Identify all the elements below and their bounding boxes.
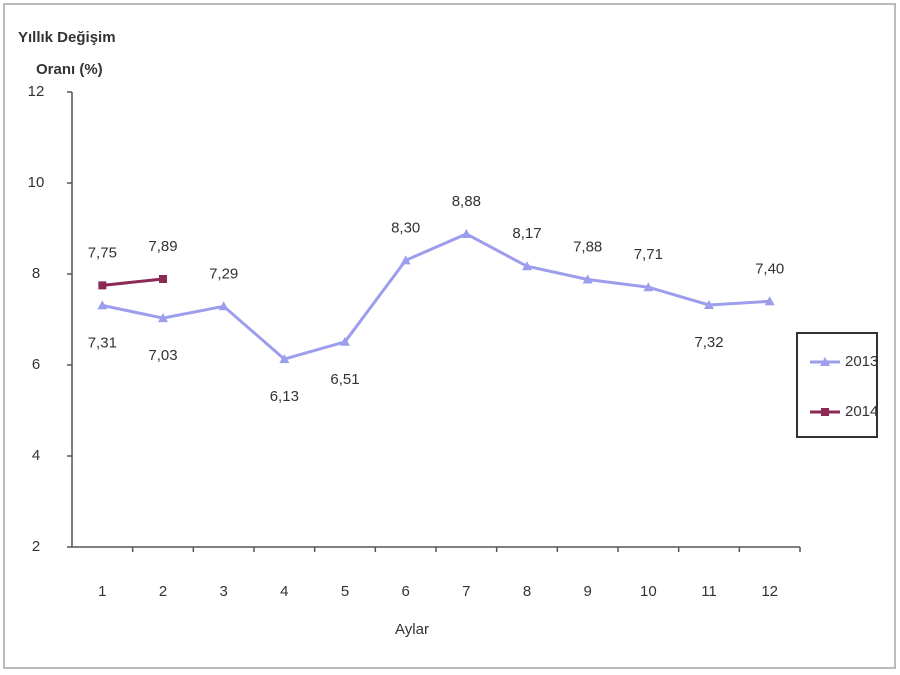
x-tick-label: 4 <box>280 583 288 600</box>
line <box>102 232 770 361</box>
point <box>279 354 290 364</box>
x-tick-label: 12 <box>761 583 778 600</box>
data-label: 7,03 <box>148 347 177 364</box>
x-tick-label: 8 <box>523 583 531 600</box>
y-tick-label: 4 <box>32 447 40 464</box>
y-tick-label: 10 <box>28 174 45 191</box>
data-label: 6,51 <box>330 371 359 388</box>
y-axis-label: Oranı (%) <box>36 61 103 78</box>
point <box>400 255 411 265</box>
legend-label: 2014 <box>845 403 878 420</box>
point <box>820 357 830 366</box>
point <box>340 336 350 346</box>
x-tick-label: 5 <box>341 583 349 600</box>
data-label: 8,30 <box>391 219 420 236</box>
data-label: 7,29 <box>209 265 238 282</box>
x-tick-label: 2 <box>159 583 167 600</box>
point <box>643 282 654 292</box>
point <box>218 301 229 311</box>
data-label: 8,17 <box>512 225 541 242</box>
data-label: 7,32 <box>694 334 723 351</box>
point <box>97 300 108 310</box>
data-label: 6,13 <box>270 388 299 405</box>
data-label: 7,31 <box>88 334 117 351</box>
x-axis-label: Aylar <box>395 621 429 638</box>
point <box>159 275 167 284</box>
y-tick-label: 8 <box>32 265 40 282</box>
y-tick-label: 12 <box>28 83 45 100</box>
point <box>158 313 168 323</box>
point <box>522 261 532 271</box>
data-label: 7,89 <box>148 238 177 255</box>
x-tick-label: 7 <box>462 583 470 600</box>
data-label: 7,71 <box>634 246 663 263</box>
x-tick-label: 11 <box>701 583 717 600</box>
x-tick-label: 3 <box>219 583 227 600</box>
x-tick-label: 9 <box>583 583 591 600</box>
legend <box>796 332 878 438</box>
y-tick-label: 2 <box>32 538 40 555</box>
point <box>582 274 593 284</box>
x-tick-label: 1 <box>98 583 106 600</box>
y-tick-label: 6 <box>32 356 40 373</box>
data-label: 7,88 <box>573 238 602 255</box>
frame <box>3 3 896 669</box>
point <box>821 408 829 416</box>
data-label: 8,88 <box>452 193 481 210</box>
point <box>98 281 107 290</box>
x-tick-label: 10 <box>640 583 657 600</box>
data-label: 7,40 <box>755 260 784 277</box>
y-axis-label: Yıllık Değişim <box>18 29 116 46</box>
data-label: 7,75 <box>88 244 117 261</box>
x-tick-label: 6 <box>401 583 409 600</box>
point <box>764 296 775 306</box>
point <box>704 299 714 309</box>
point <box>461 228 472 238</box>
legend-label: 2013 <box>845 353 878 370</box>
line <box>102 277 164 287</box>
